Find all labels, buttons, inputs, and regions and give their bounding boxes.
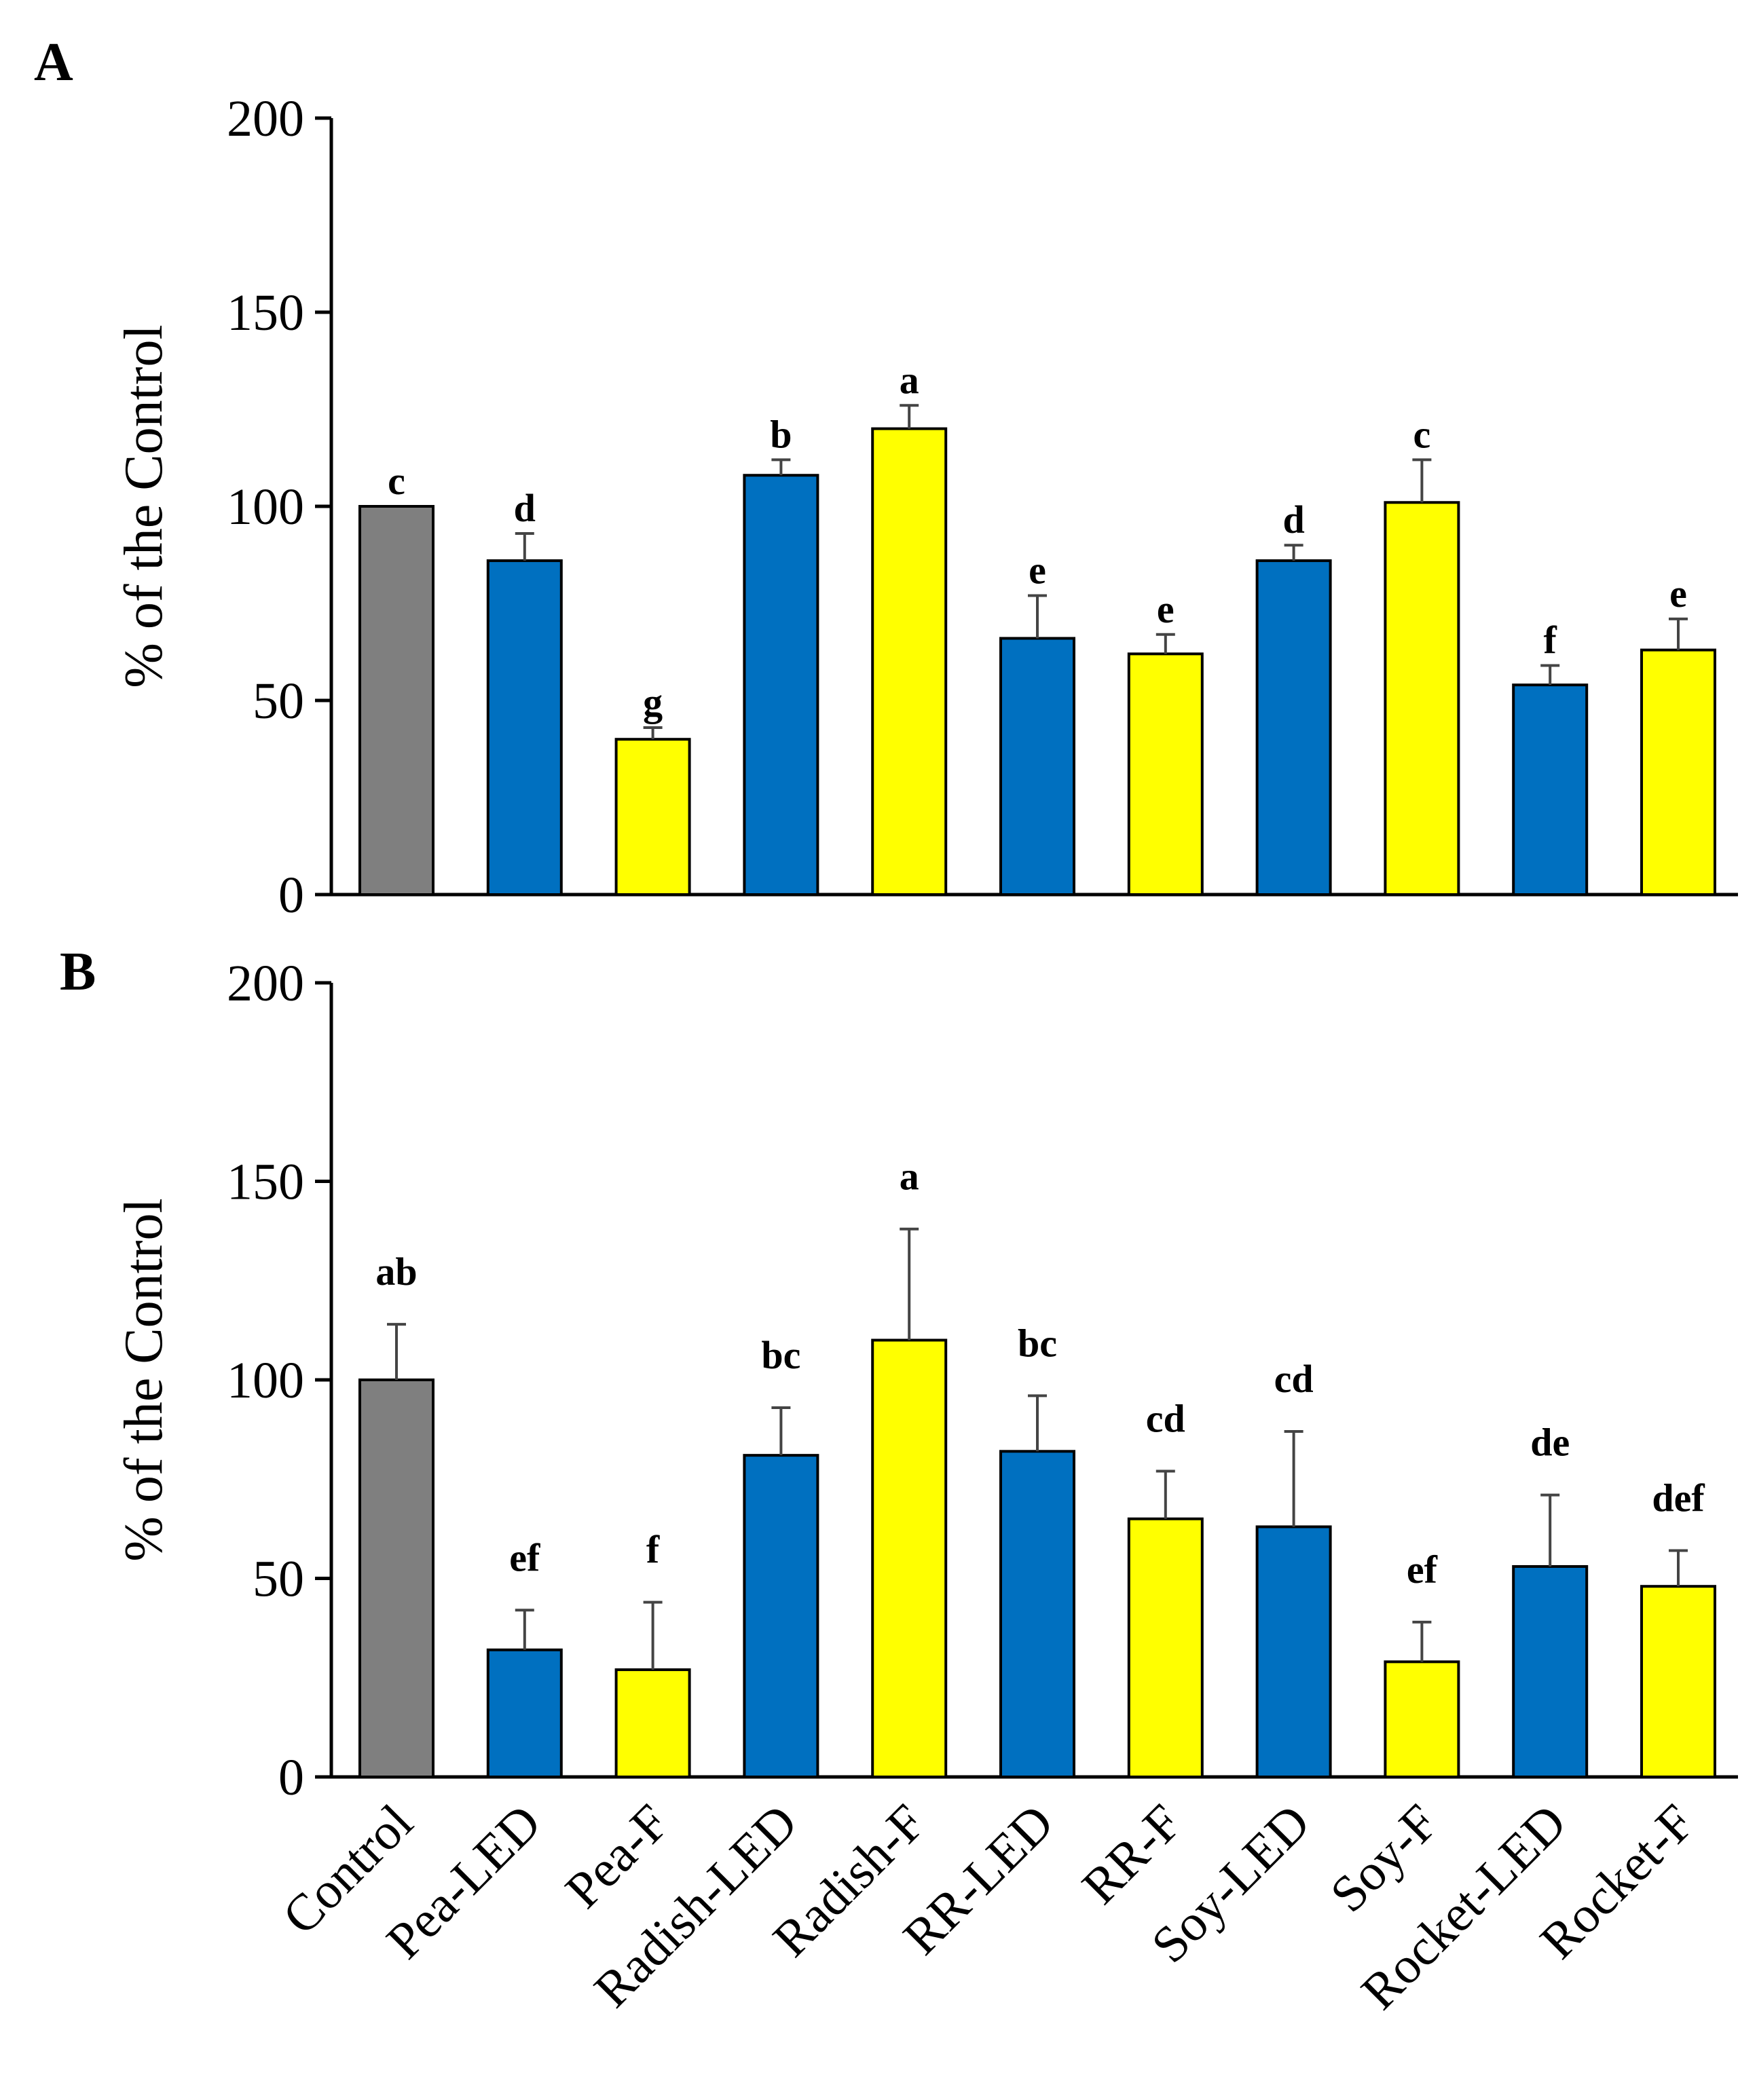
significance-label: f [1544, 618, 1557, 662]
y-tick-label: 50 [253, 1551, 304, 1608]
bar [1640, 1585, 1716, 1778]
y-tick-label: 0 [278, 867, 304, 924]
bar [999, 1450, 1075, 1779]
bar [1127, 652, 1204, 896]
significance-label: g [643, 680, 663, 724]
y-axis-title: % of the Control [114, 324, 174, 688]
significance-label: e [1157, 587, 1175, 631]
significance-label: ab [375, 1250, 417, 1294]
significance-label: e [1669, 571, 1687, 616]
significance-label: c [388, 459, 405, 503]
panel-letter: B [60, 942, 96, 1002]
bar [614, 1668, 691, 1779]
panel-letter: A [34, 33, 73, 92]
significance-label: a [900, 1155, 919, 1199]
bar [743, 474, 819, 896]
bar [486, 1648, 563, 1779]
y-tick-label: 150 [227, 284, 304, 341]
significance-label: e [1029, 548, 1046, 593]
significance-label: cd [1274, 1357, 1314, 1401]
y-tick-label: 0 [278, 1749, 304, 1806]
significance-label: bc [1018, 1321, 1057, 1365]
significance-label: f [646, 1528, 660, 1572]
significance-label: ef [509, 1535, 540, 1579]
significance-label: de [1530, 1421, 1570, 1465]
bar [358, 505, 434, 896]
significance-label: cd [1146, 1397, 1185, 1441]
significance-label: a [900, 358, 919, 402]
bar [871, 1338, 948, 1778]
bar [358, 1379, 434, 1778]
bar [743, 1454, 819, 1778]
panel-b: B 0 50 100 150 200 % of the Control ab ef f bc a bc c… [60, 942, 1738, 1806]
bar [1255, 1525, 1332, 1778]
y-tick-label: 50 [253, 673, 304, 730]
bar [614, 738, 691, 896]
y-tick-label: 200 [227, 90, 304, 147]
significance-label: ef [1407, 1548, 1438, 1592]
y-tick-label: 100 [227, 1352, 304, 1409]
bar [1127, 1517, 1204, 1778]
y-axis-title: % of the Control [114, 1198, 174, 1561]
x-tick-label: RR-F [1071, 1794, 1193, 1915]
significance-label: d [514, 486, 536, 530]
significance-label: d [1282, 498, 1304, 542]
panel-a: A 0 50 100 150 200 % of the Control c d g b a e e d c f e [34, 33, 1738, 924]
y-tick-label: 150 [227, 1154, 304, 1211]
bar [486, 559, 563, 897]
bar [999, 637, 1075, 896]
bar [1384, 501, 1460, 896]
significance-label: def [1652, 1476, 1705, 1520]
bar [1384, 1660, 1460, 1779]
y-tick-label: 100 [227, 479, 304, 536]
y-tick-label: 200 [227, 955, 304, 1012]
significance-label: c [1413, 412, 1431, 456]
bar [1255, 559, 1332, 897]
bar [1512, 1564, 1589, 1778]
bar [1640, 648, 1716, 896]
bar [1512, 683, 1589, 896]
significance-label: b [770, 412, 792, 456]
significance-label: bc [761, 1333, 800, 1377]
bar [871, 427, 948, 896]
